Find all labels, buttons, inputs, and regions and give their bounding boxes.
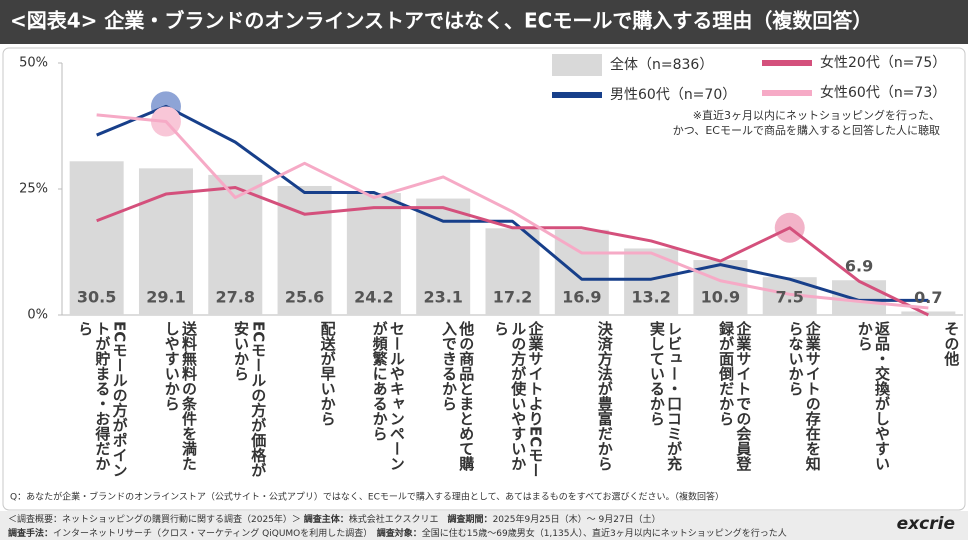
- chart-panel: [2, 47, 966, 511]
- y-tick-label: 0%: [27, 308, 48, 323]
- x-tick-label: 企業サイトよりECモールの方が使いやすいから: [492, 321, 545, 478]
- title-bar: [0, 0, 968, 44]
- line: [96, 185, 930, 317]
- logo: excrie: [897, 514, 955, 534]
- footer-bar: [0, 511, 968, 540]
- legend-swatch: [552, 54, 602, 76]
- x-tick-label: 他の商品とまとめて購入できるから: [439, 321, 476, 471]
- bar: [346, 193, 401, 315]
- y-tick-label: 25%: [19, 182, 48, 197]
- footer-label: 調査期間：: [447, 515, 493, 525]
- value-label: 17.2: [493, 288, 532, 307]
- footer-label: 調査主体：: [303, 515, 349, 525]
- x-tick-label: 送料無料の条件を満たしやすいから: [162, 321, 198, 471]
- footer-text: 株式会社エクスクリエ: [348, 515, 439, 525]
- question: Q：あなたが企業・ブランドのオンラインストア（公式サイト・公式アプリ）ではなく、…: [10, 491, 724, 503]
- footer-label: 調査対象：: [376, 529, 422, 539]
- x-tick-label: ECモールの方が価格が安いから: [232, 321, 268, 478]
- value-label: 29.1: [146, 288, 185, 307]
- x-tick-label: 企業サイトでの会員登録が面倒だから: [717, 321, 753, 471]
- bar: [485, 228, 540, 315]
- legend-label: 全体（n=836）: [610, 56, 713, 73]
- line: [96, 113, 929, 310]
- legend-label: 女性20代（n=75）: [820, 54, 946, 71]
- footer-text: インターネットリサーチ（クロス・マーケティング QiQUMOを利用した調査）: [53, 529, 368, 539]
- footer-line: 調査手法：インターネットリサーチ（クロス・マーケティング QiQUMOを利用した…: [8, 526, 787, 539]
- footer-line: ＜調査概要：ネットショッピングの購買行動に関する調査（2025年）＞ 調査主体：…: [8, 512, 661, 525]
- annotation: ※直近3ヶ月以内にネットショッピングを行った、: [693, 108, 940, 122]
- value-label: 24.2: [354, 288, 393, 307]
- y-tick-label: 50%: [19, 56, 48, 71]
- x-tick-label: ECモールの方がポイントが貯まる・お得だから: [76, 321, 129, 478]
- footer-label: 調査手法：: [8, 529, 54, 539]
- value-label: 16.9: [562, 288, 601, 307]
- value-label: 25.6: [285, 288, 324, 307]
- annotation: かつ、ECモールで商品を購入すると回答した人に聴取: [673, 123, 940, 137]
- bar: [832, 280, 887, 315]
- value-label: 7.5: [776, 288, 804, 307]
- value-label: 10.9: [701, 288, 740, 307]
- value-label: 13.2: [631, 288, 670, 307]
- footer-text: ＜調査概要：ネットショッピングの購買行動に関する調査（2025年）＞: [8, 515, 301, 525]
- value-label: 30.5: [77, 288, 116, 307]
- bar: [416, 198, 471, 315]
- footer-text: 全国に住む15歳～69歳男女（1,135人）、直近3ヶ月以内にネットショッピング…: [421, 529, 787, 539]
- legend-label: 男性60代（n=70）: [610, 87, 736, 103]
- x-tick-label: 返品・交換がしやすいから: [855, 321, 892, 471]
- x-tick-label: セールやキャンペーンが頻繁にあるから: [370, 321, 406, 471]
- legend-label: 女性60代（n=73）: [820, 84, 946, 101]
- value-label: 23.1: [423, 288, 462, 307]
- x-tick-label: 企業サイトの存在を知らないから: [786, 321, 822, 471]
- x-tick-label: 配送が早いから: [318, 321, 337, 426]
- bar: [901, 311, 956, 315]
- value-label: 6.9: [845, 257, 873, 276]
- x-tick-label: レビュー・口コミが充実しているから: [647, 321, 684, 471]
- x-tick-label: その他: [942, 321, 961, 366]
- chart-title: <図表4> 企業・ブランドのオンラインストアではなく、ECモールで購入する理由（…: [10, 9, 872, 33]
- value-label: 27.8: [216, 288, 255, 307]
- footer-text: 2025年9月25日（木）～ 9月27日（土）: [492, 515, 661, 525]
- value-label: 0.7: [914, 288, 942, 307]
- line: [96, 104, 929, 302]
- bar: [69, 161, 124, 315]
- x-tick-label: 決済方法が豊富だから: [595, 321, 614, 471]
